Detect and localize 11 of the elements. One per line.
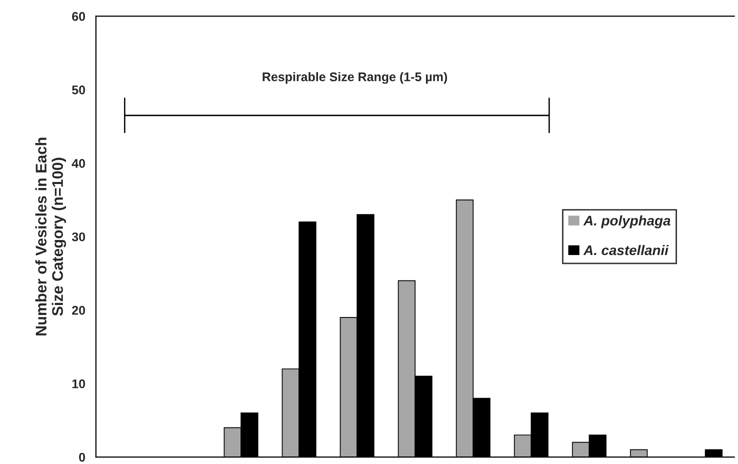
- y-tick-label: 0: [79, 452, 86, 462]
- y-tick-label: 50: [72, 86, 86, 94]
- legend-label: A. polyphaga: [583, 215, 670, 228]
- y-axis-title: Number of Vesicles in Each Size Category (n=100): [35, 138, 66, 336]
- y-tick-label: 10: [72, 379, 86, 388]
- y-tick-label: 60: [72, 12, 86, 21]
- y-tick-label: 20: [72, 306, 86, 315]
- annotation: Respirable Size Range (1-5 µm): [262, 72, 448, 84]
- legend-label: A. castellanii: [583, 244, 669, 256]
- y-tick-label: 40: [72, 158, 86, 168]
- y-tick-label: 30: [72, 232, 86, 242]
